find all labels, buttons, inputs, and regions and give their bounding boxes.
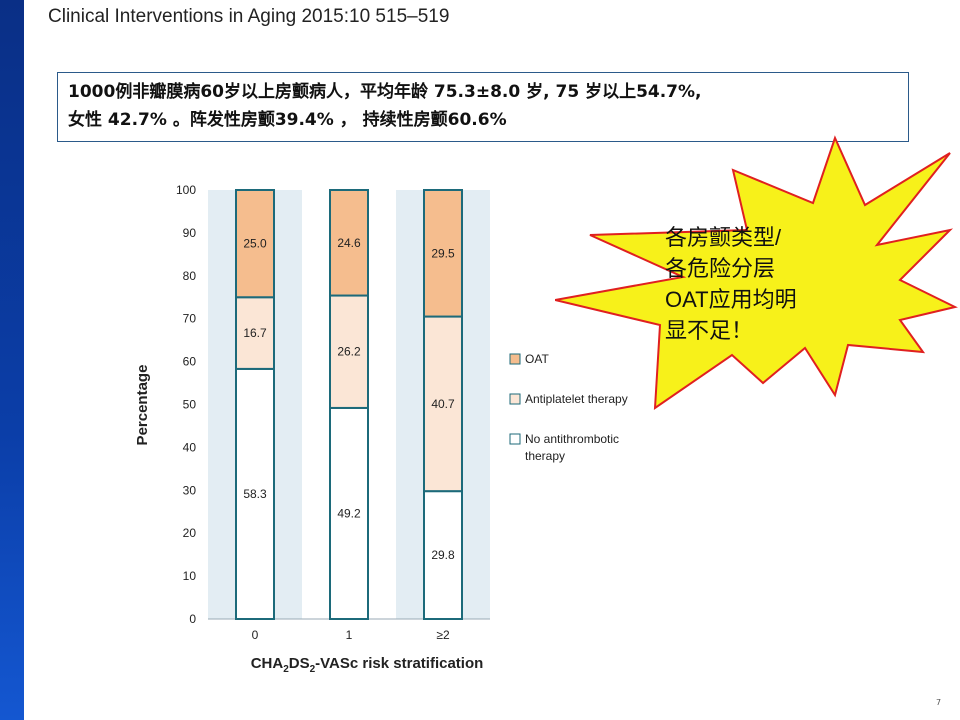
bar-segment-antiplatelet-therapy	[235, 296, 275, 370]
legend-swatch	[509, 393, 521, 405]
callout-line: 显不足！	[665, 318, 753, 343]
callout-line: OAT应用均明	[665, 287, 797, 312]
summary-line-2: 女性 42.7% 。阵发性房颤39.4% ， 持续性房颤60.6%	[68, 110, 507, 130]
y-tick-label: 100	[176, 183, 196, 197]
summary-line-1: 1000例非瓣膜病60岁以上房颤病人，平均年龄 75.3±8.0 岁, 75 岁…	[68, 82, 702, 102]
y-tick-label: 80	[183, 269, 197, 283]
page-number: 7	[936, 698, 942, 707]
chart-legend: OAT Antiplatelet therapy No antithrombotic…	[509, 352, 628, 463]
bar-segment-no-antithrombotic-therapy	[423, 490, 463, 620]
x-tick-label: ≥2	[436, 628, 450, 642]
bar-value-label: 24.6	[337, 236, 361, 250]
x-label-subscript: 2	[283, 664, 289, 675]
legend-swatch	[509, 353, 521, 365]
bar-segment-antiplatelet-therapy	[329, 294, 369, 409]
x-label-part: -VASc risk stratification	[315, 655, 483, 672]
bar-value-label: 58.3	[243, 487, 267, 501]
y-axis-label: Percentage	[134, 365, 151, 446]
x-axis: 0 1 ≥2	[252, 628, 450, 642]
slide-title: Clinical Interventions in Aging 2015:10 …	[48, 6, 450, 27]
y-tick-label: 40	[183, 440, 197, 454]
bar-segment-antiplatelet-therapy	[423, 315, 463, 493]
bar-segment-oat	[329, 189, 369, 297]
bar-segment-oat	[235, 189, 275, 299]
x-label-subscript: 2	[310, 664, 316, 675]
y-tick-label: 90	[183, 226, 197, 240]
callout-burst: 各房颤类型/各危险分层 OAT应用均明 显不足！	[554, 135, 960, 415]
legend-swatch	[509, 433, 521, 445]
y-tick-label: 60	[183, 355, 197, 369]
stacked-bar-chart: 0 10 20 30 40 50 60 70 80 90 100 58.3 16.7 25.0 49.2 2…	[120, 170, 660, 680]
bar-value-label: 25.0	[243, 237, 267, 251]
bar-segment-oat	[423, 189, 463, 318]
summary-box: 1000例非瓣膜病60岁以上房颤病人，平均年龄 75.3±8.0 岁, 75 岁…	[57, 72, 909, 142]
legend-label: OAT	[525, 352, 549, 366]
x-axis-label: CHA2DS2-VASc risk stratification	[251, 655, 484, 675]
bar-value-label: 16.7	[243, 326, 267, 340]
bar-value-label: 29.8	[431, 548, 455, 562]
callout-line: 各房颤类型/	[665, 225, 782, 250]
x-label-part: DS	[289, 655, 310, 672]
bar-segment-no-antithrombotic-therapy	[235, 367, 275, 620]
y-tick-label: 10	[183, 569, 197, 583]
y-tick-label: 70	[183, 312, 197, 326]
legend-label: Antiplatelet therapy	[525, 392, 628, 406]
bar-value-label: 49.2	[337, 506, 361, 520]
x-label-part: CHA	[251, 655, 284, 672]
y-tick-label: 50	[183, 398, 197, 412]
bar-value-label: 26.2	[337, 345, 361, 359]
burst-shape	[554, 135, 958, 410]
slide-sidebar	[0, 0, 24, 720]
y-tick-label: 20	[183, 526, 197, 540]
x-tick-label: 0	[252, 628, 259, 642]
y-tick-label: 30	[183, 483, 197, 497]
y-tick-label: 0	[189, 612, 196, 626]
callout-line: 各危险分层	[665, 256, 775, 281]
bar-value-label: 40.7	[431, 397, 455, 411]
bar-value-label: 29.5	[431, 246, 455, 260]
x-tick-label: 1	[346, 628, 353, 642]
y-axis: 0 10 20 30 40 50 60 70 80 90 100	[176, 183, 196, 626]
legend-label: No antithrombotic therapy	[525, 432, 619, 463]
chart-bars: 58.3 16.7 25.0 49.2 26.2 24.6 29.8 40.7 29.5	[235, 189, 463, 620]
